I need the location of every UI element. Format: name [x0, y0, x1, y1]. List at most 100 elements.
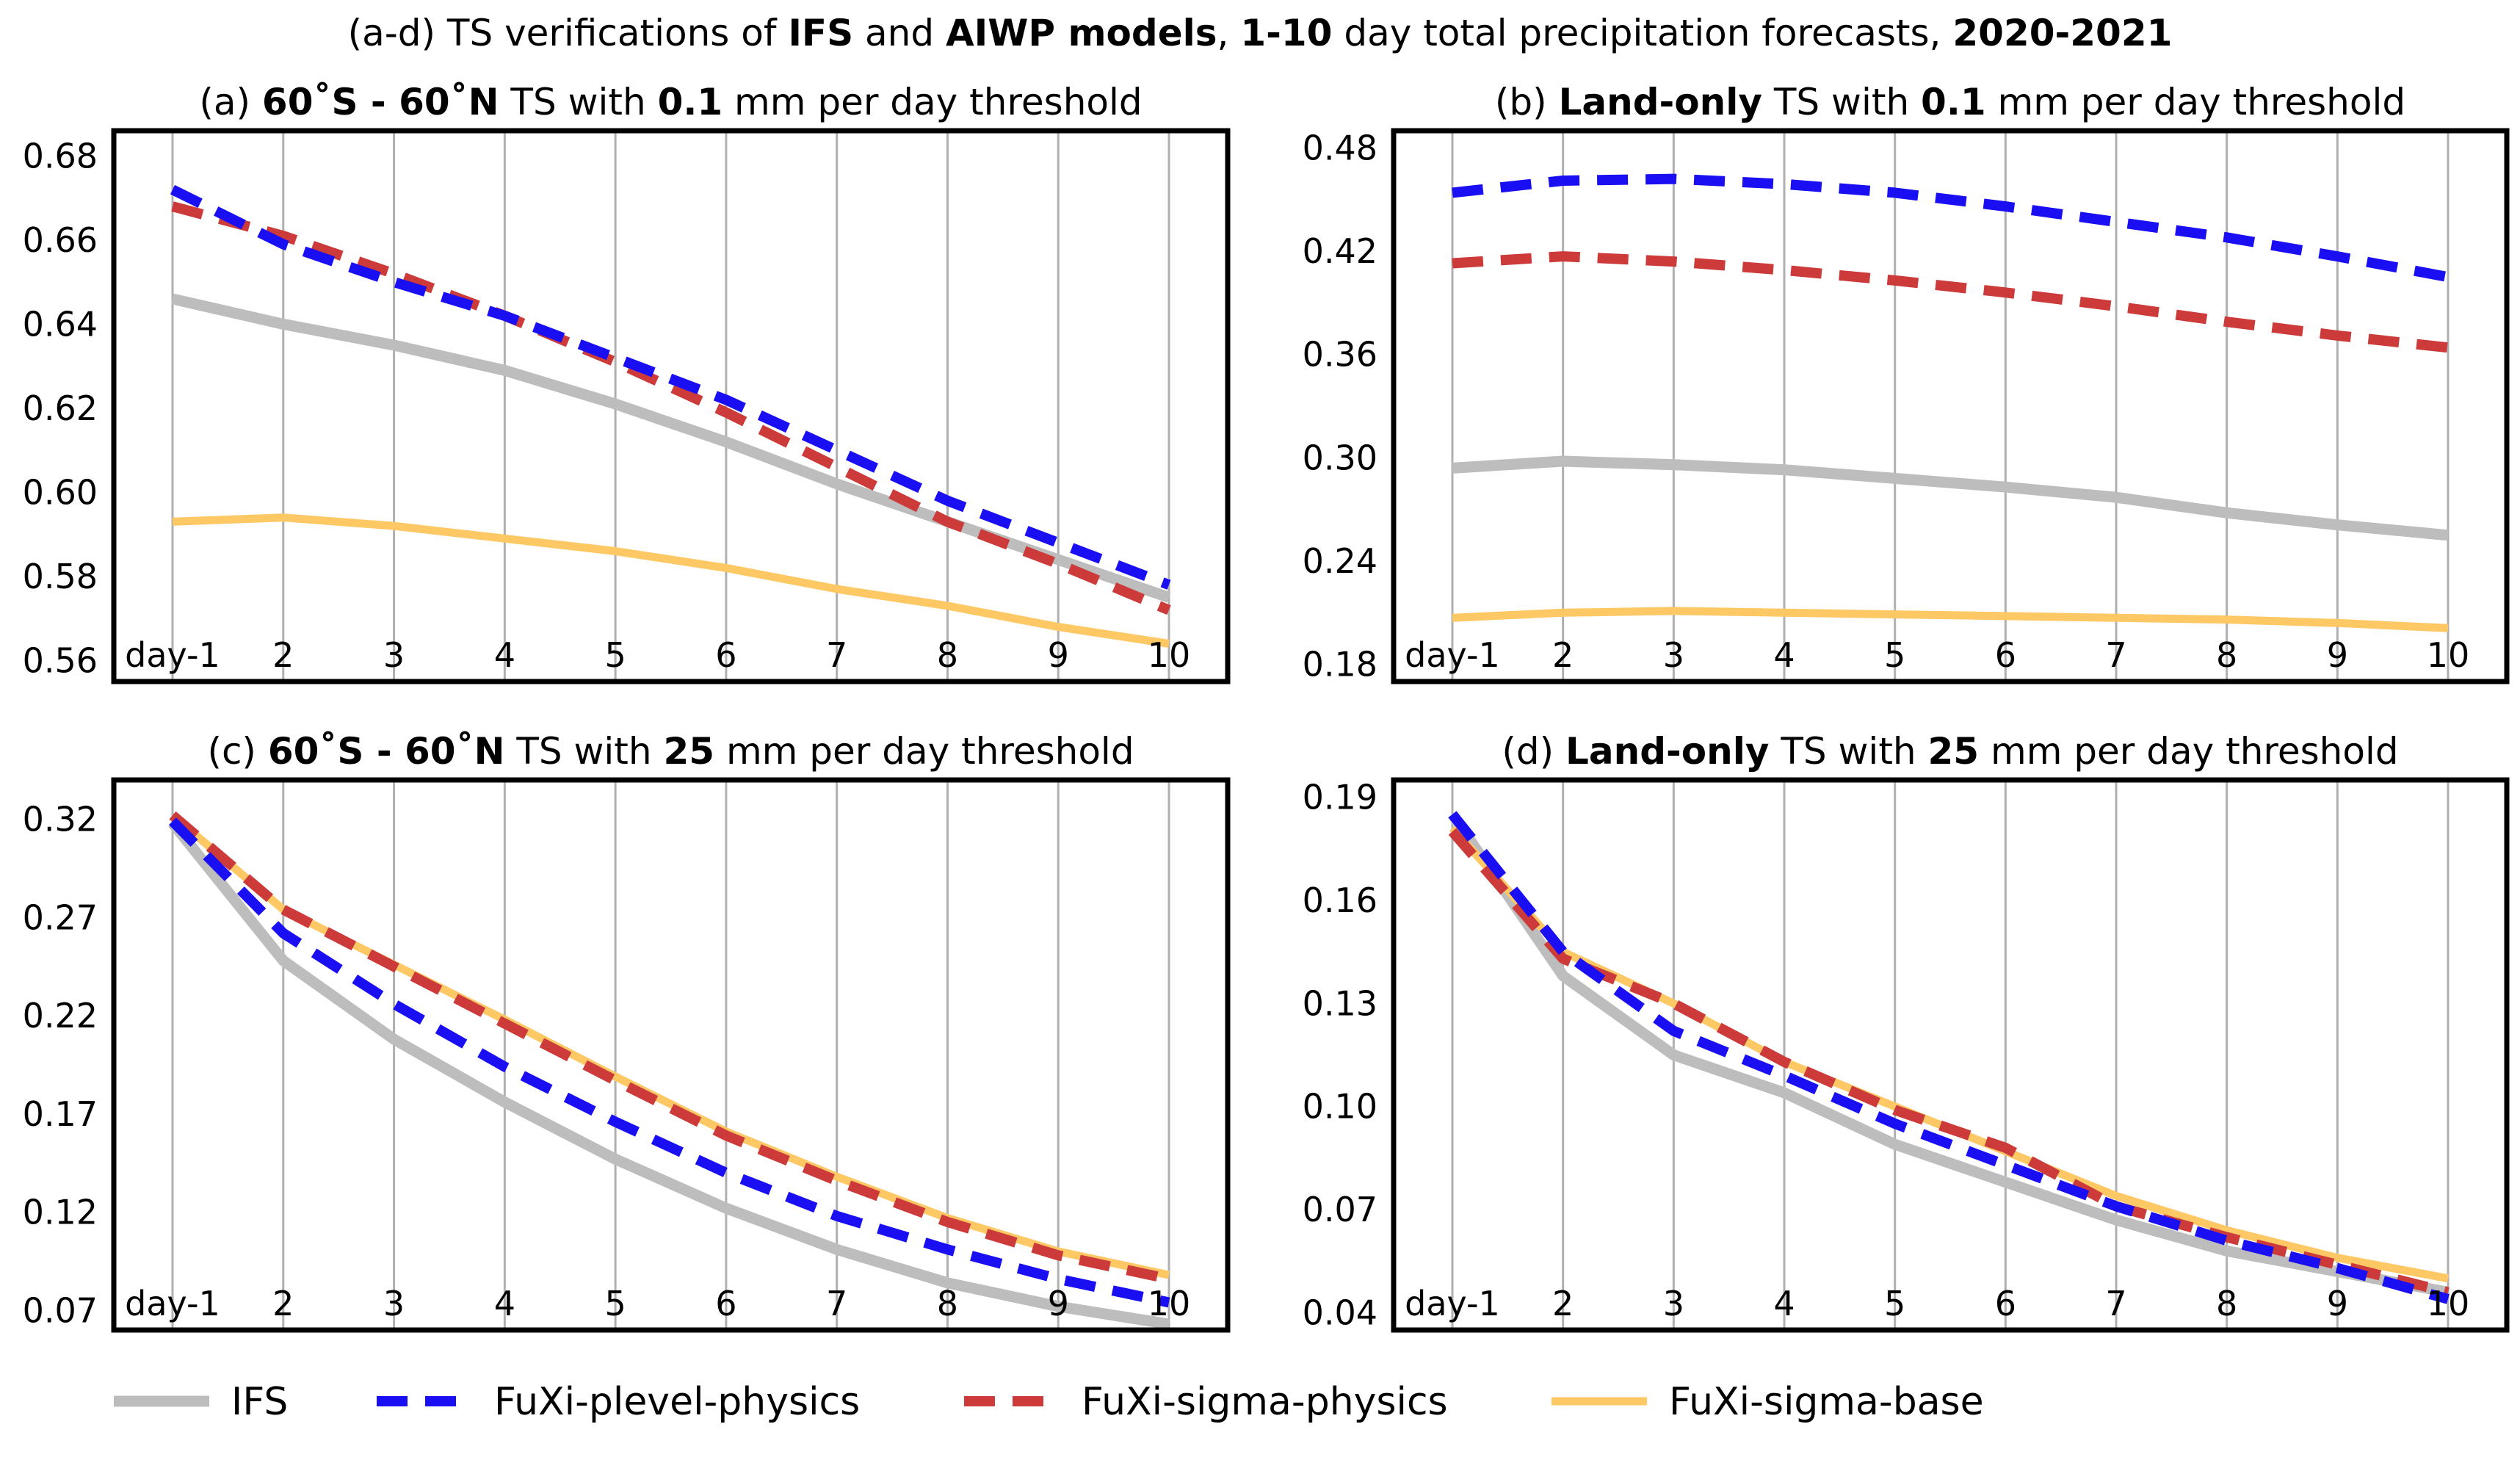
panel-d: (d) Land-only TS with 25 mm per day thre… — [1303, 730, 2510, 1333]
panel-title-part: (c) — [207, 730, 267, 773]
panel-title-part: TS with — [1762, 81, 1921, 123]
x-tick-label: 5 — [604, 1284, 626, 1323]
panel-title-part: TS with — [504, 730, 663, 773]
x-tick-label: 2 — [272, 635, 294, 675]
y-tick-label: 0.24 — [1303, 541, 1377, 581]
figure-title-forecasts: day total precipitation forecasts, — [1332, 12, 1952, 54]
x-tick-label: 9 — [2327, 1284, 2348, 1323]
y-tick-label: 0.17 — [23, 1094, 98, 1134]
panel-title-part: mm per day threshold — [714, 730, 1134, 773]
x-tick-label: 6 — [1995, 1284, 2016, 1323]
figure-title: (a-d) TS verifications of IFS and AIWP m… — [348, 12, 2173, 54]
legend-item-sigma_base: FuXi-sigma-base — [1552, 1380, 1984, 1424]
x-tick-label: 7 — [826, 635, 847, 675]
series-line-sigma_phys — [171, 201, 1171, 615]
x-tick-label: day-1 — [1405, 1284, 1500, 1323]
x-tick-label: 9 — [1048, 635, 1069, 675]
plot-frame — [1391, 777, 2510, 1333]
panel-title-part: mm per day threshold — [1979, 730, 2398, 773]
x-tick-label: 2 — [1552, 1284, 1574, 1323]
figure-title-and: and — [853, 12, 946, 54]
panel-title: (c) 60˚S - 60˚N TS with 25 mm per day th… — [207, 730, 1134, 773]
x-tick-label: 7 — [2105, 635, 2126, 675]
y-tick-label: 0.30 — [1303, 438, 1377, 477]
x-tick-label: 5 — [1884, 635, 1905, 675]
legend-label: FuXi-sigma-physics — [1082, 1380, 1448, 1424]
legend-label: FuXi-sigma-base — [1669, 1380, 1984, 1424]
x-tick-label: 6 — [1995, 635, 2016, 675]
plot-frame — [1391, 128, 2510, 684]
panel-title-part: Land-only — [1565, 730, 1769, 773]
x-tick-label: day-1 — [125, 635, 220, 675]
y-tick-label: 0.07 — [1303, 1190, 1377, 1229]
panel-title-part: Land-only — [1559, 81, 1762, 123]
x-tick-label: 4 — [1773, 1284, 1795, 1323]
panel-title-part: mm per day threshold — [723, 81, 1142, 123]
y-tick-label: 0.16 — [1303, 881, 1377, 920]
y-tick-label: 0.62 — [23, 389, 98, 428]
legend: IFS FuXi-plevel-physics FuXi-sigma-physics… — [114, 1380, 1984, 1424]
panel-title: (d) Land-only TS with 25 mm per day thre… — [1502, 730, 2398, 773]
plot-frame — [111, 128, 1231, 684]
x-tick-label: 4 — [494, 1284, 515, 1323]
y-tick-label: 0.07 — [23, 1290, 98, 1330]
panels: (a) 60˚S - 60˚N TS with 0.1 mm per day t… — [23, 81, 2510, 1333]
figure-title-ifs: IFS — [788, 12, 853, 54]
y-tick-label: 0.60 — [23, 472, 98, 512]
x-tick-label: 7 — [826, 1284, 847, 1323]
x-tick-label: 6 — [715, 1284, 736, 1323]
legend-label: FuXi-plevel-physics — [494, 1380, 860, 1424]
y-tick-label: 0.22 — [23, 996, 98, 1036]
y-tick-label: 0.19 — [1303, 777, 1377, 817]
x-tick-label: 4 — [1773, 635, 1795, 675]
y-tick-label: 0.10 — [1303, 1087, 1377, 1127]
panel-title-part: 25 — [1928, 730, 1980, 773]
series-line-plevel — [169, 817, 1170, 1308]
x-tick-label: 10 — [1148, 635, 1191, 675]
x-tick-label: 9 — [2327, 635, 2348, 675]
panel-c: (c) 60˚S - 60˚N TS with 25 mm per day th… — [23, 730, 1231, 1333]
legend-item-plevel: FuXi-plevel-physics — [377, 1380, 860, 1424]
x-tick-label: 10 — [2427, 635, 2470, 675]
x-tick-label: 8 — [2216, 635, 2237, 675]
x-tick-label: 8 — [937, 635, 958, 675]
y-tick-label: 0.64 — [23, 304, 98, 344]
x-tick-label: 8 — [2216, 1284, 2237, 1323]
series-line-sigma_base — [1452, 607, 2449, 632]
panel-title-part: (a) — [199, 81, 262, 123]
legend-item-IFS: IFS — [114, 1380, 288, 1424]
panel-title-part: 60˚S - 60˚N — [268, 730, 505, 773]
figure-title-days: 1-10 — [1240, 12, 1332, 54]
series-line-IFS — [1452, 455, 2449, 541]
panel-b: (b) Land-only TS with 0.1 mm per day thr… — [1303, 81, 2510, 684]
figure-title-prefix: (a-d) TS verifications of — [348, 12, 789, 54]
y-tick-label: 0.42 — [1303, 231, 1377, 271]
x-tick-label: 3 — [1663, 1284, 1684, 1323]
legend-label: IFS — [231, 1380, 288, 1424]
panel-title-part: (b) — [1495, 81, 1559, 123]
series-line-plevel — [170, 184, 1171, 590]
x-tick-label: 3 — [1663, 635, 1684, 675]
y-tick-label: 0.66 — [23, 220, 98, 260]
y-tick-label: 0.32 — [23, 800, 98, 839]
x-tick-label: 3 — [383, 635, 405, 675]
x-tick-label: 10 — [2427, 1284, 2470, 1323]
x-tick-label: 8 — [937, 1284, 958, 1323]
panel-title-part: TS with — [1769, 730, 1927, 773]
y-tick-label: 0.48 — [1303, 128, 1377, 167]
panel-title-part: 0.1 — [658, 81, 723, 123]
series-line-sigma_base — [172, 513, 1170, 648]
panel-title-part: mm per day threshold — [1986, 81, 2405, 123]
x-tick-label: 10 — [1148, 1284, 1191, 1323]
panel-title-part: 0.1 — [1921, 81, 1986, 123]
x-tick-label: 4 — [494, 635, 515, 675]
series-line-plevel — [1448, 811, 2450, 1304]
x-tick-label: 7 — [2105, 1284, 2126, 1323]
figure-title-years: 2020-2021 — [1952, 12, 2172, 54]
series-line-IFS — [1447, 811, 2450, 1298]
series-line-sigma_phys — [169, 811, 1170, 1284]
series-line-sigma_base — [1449, 825, 2450, 1283]
panel-title: (a) 60˚S - 60˚N TS with 0.1 mm per day t… — [199, 81, 1142, 123]
y-tick-label: 0.58 — [23, 557, 98, 596]
plot-frame — [111, 777, 1231, 1333]
